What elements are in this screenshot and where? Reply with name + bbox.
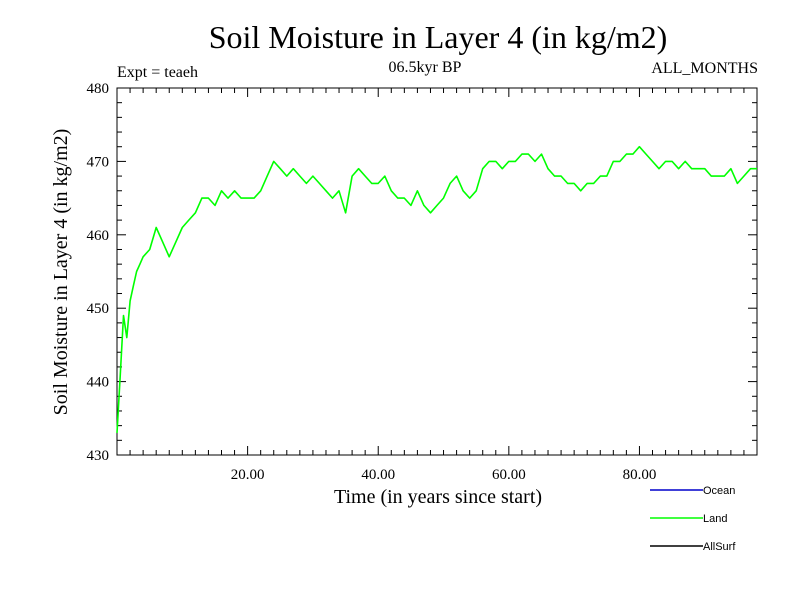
experiment-label: Expt = teaeh xyxy=(117,64,198,81)
y-tick-labels: 430 440 450 460 470 480 xyxy=(87,81,110,464)
legend-label-land: Land xyxy=(703,513,727,525)
chart-subtitle: 06.5kyr BP xyxy=(389,59,462,76)
legend: Ocean Land AllSurf xyxy=(650,485,736,553)
y-tick-label: 480 xyxy=(87,81,110,97)
x-tick-labels: 20.00 40.00 60.00 80.00 xyxy=(231,467,657,483)
y-tick-label: 460 xyxy=(87,228,110,244)
plot-area xyxy=(116,87,758,456)
chart-title: Soil Moisture in Layer 4 (in kg/m2) xyxy=(209,19,668,55)
x-tick-label: 20.00 xyxy=(231,467,265,483)
axis-ticks xyxy=(117,88,757,455)
x-tick-label: 60.00 xyxy=(492,467,526,483)
period-label: ALL_MONTHS xyxy=(651,60,758,77)
y-tick-label: 450 xyxy=(87,301,110,317)
series-layer xyxy=(116,145,757,434)
y-tick-label: 430 xyxy=(87,448,110,464)
y-tick-label: 440 xyxy=(87,375,110,391)
x-tick-label: 80.00 xyxy=(623,467,657,483)
series-line-land xyxy=(116,145,757,434)
legend-label-allsurf: AllSurf xyxy=(703,541,736,553)
y-tick-label: 470 xyxy=(87,154,110,170)
x-axis-label: Time (in years since start) xyxy=(334,486,542,508)
x-tick-label: 40.00 xyxy=(361,467,395,483)
legend-label-ocean: Ocean xyxy=(703,485,735,497)
y-axis-label: Soil Moisture in Layer 4 (in kg/m2) xyxy=(50,129,72,416)
